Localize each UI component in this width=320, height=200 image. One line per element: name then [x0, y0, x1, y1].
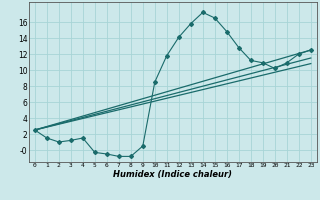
X-axis label: Humidex (Indice chaleur): Humidex (Indice chaleur) — [113, 170, 232, 179]
